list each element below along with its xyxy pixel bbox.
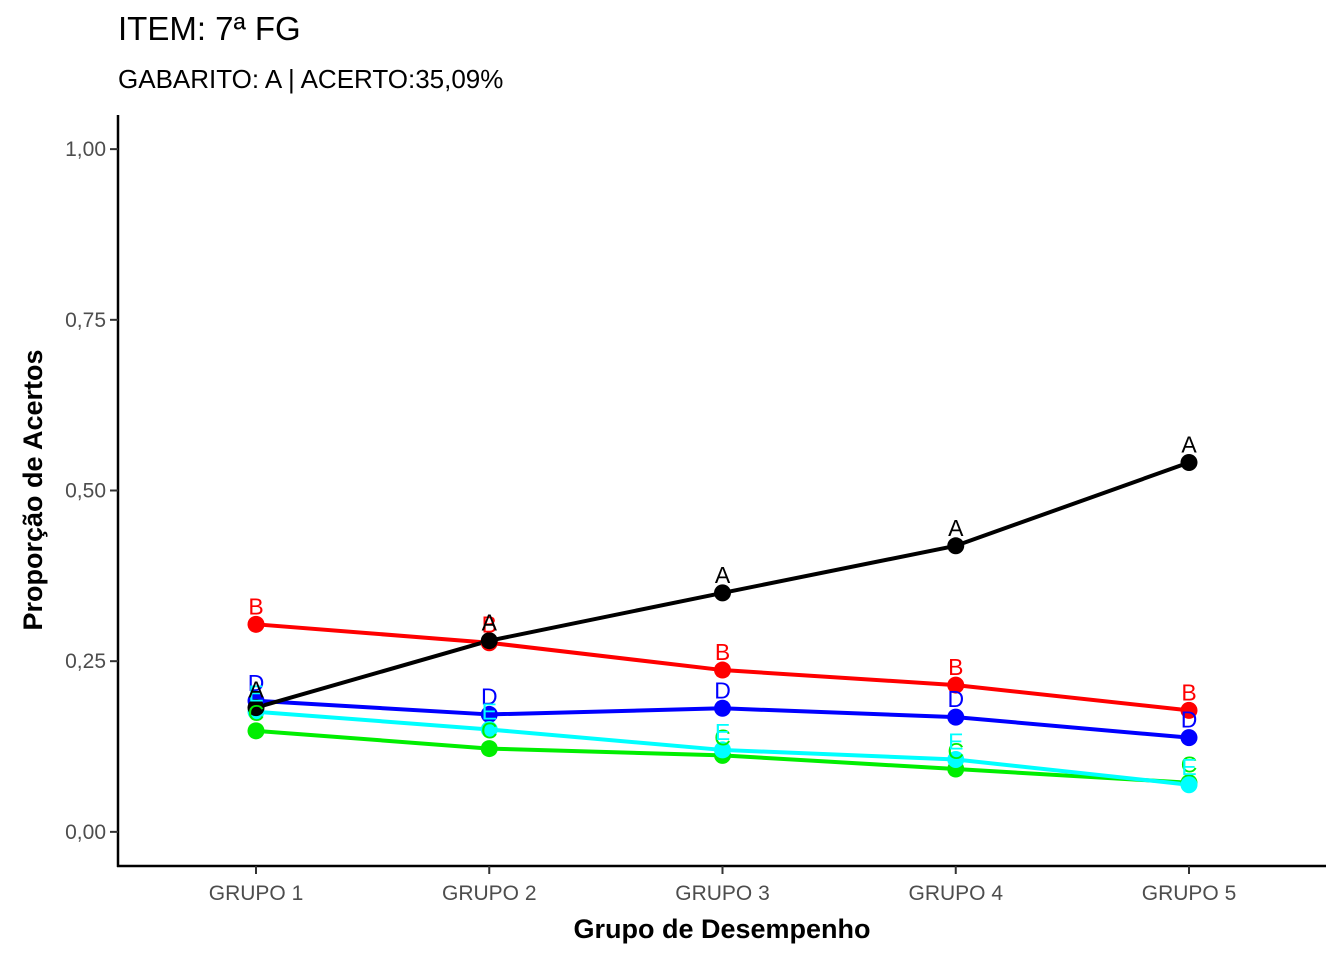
point-label-E-4: E (948, 728, 963, 754)
point-label-B-2: B (482, 612, 497, 638)
x-tick-label: GRUPO 5 (1142, 882, 1237, 905)
point-C-1 (247, 722, 265, 740)
point-D-5 (1180, 729, 1198, 747)
point-A-5 (1180, 454, 1198, 472)
point-E-4 (947, 750, 965, 768)
point-D-4 (947, 708, 965, 726)
point-label-C-5: C (1181, 752, 1198, 778)
point-E-3 (714, 741, 731, 759)
point-label-C-2: C (481, 718, 498, 744)
y-tick-label: 0,25 (65, 650, 106, 673)
point-A-3 (714, 584, 731, 602)
point-label-D-3: D (714, 677, 731, 703)
point-label-B-3: B (715, 639, 730, 665)
y-tick-label: 0,75 (65, 309, 106, 332)
chart-title: ITEM: 7ª FG (118, 10, 301, 47)
x-axis-title: Grupo de Desempenho (573, 914, 870, 944)
point-label-D-2: D (481, 683, 498, 709)
point-label-C-4: C (947, 738, 964, 764)
y-tick-label: 1,00 (65, 138, 106, 161)
point-D-2 (480, 705, 498, 723)
point-label-C-1: C (248, 700, 265, 726)
x-tick-label: GRUPO 4 (908, 882, 1003, 905)
point-label-E-2: E (482, 698, 497, 724)
point-A-2 (480, 632, 498, 650)
point-E-5 (1180, 776, 1198, 794)
point-label-B-4: B (948, 654, 963, 680)
point-B-3 (714, 661, 731, 679)
point-label-A-4: A (948, 515, 964, 541)
x-tick-label: GRUPO 2 (442, 882, 537, 905)
point-label-A-5: A (1181, 432, 1197, 458)
y-tick-label: 0,00 (65, 821, 106, 844)
point-label-C-3: C (714, 724, 731, 750)
point-label-E-5: E (1181, 754, 1196, 780)
point-label-A-3: A (715, 562, 731, 588)
point-label-D-5: D (1181, 707, 1198, 733)
point-D-3 (714, 699, 731, 717)
point-label-B-5: B (1181, 679, 1196, 705)
chart-subtitle: GABARITO: A | ACERTO:35,09% (118, 64, 504, 94)
point-label-D-4: D (947, 686, 964, 712)
point-label-A-1: A (248, 677, 264, 703)
point-B-4 (947, 676, 965, 694)
point-label-D-1: D (248, 670, 265, 696)
point-B-5 (1180, 701, 1198, 719)
x-tick-label: GRUPO 3 (675, 882, 770, 905)
y-axis-title: Proporção de Acertos (18, 349, 48, 630)
x-tick-label: GRUPO 1 (209, 882, 304, 905)
point-label-E-3: E (715, 719, 730, 745)
point-C-2 (480, 740, 498, 758)
point-B-1 (247, 615, 265, 633)
point-A-1 (247, 699, 265, 717)
point-label-A-2: A (482, 610, 498, 636)
point-label-E-1: E (248, 681, 263, 707)
point-E-2 (480, 720, 498, 738)
point-A-4 (947, 537, 965, 555)
y-tick-label: 0,50 (65, 480, 106, 503)
point-label-B-1: B (248, 593, 263, 619)
